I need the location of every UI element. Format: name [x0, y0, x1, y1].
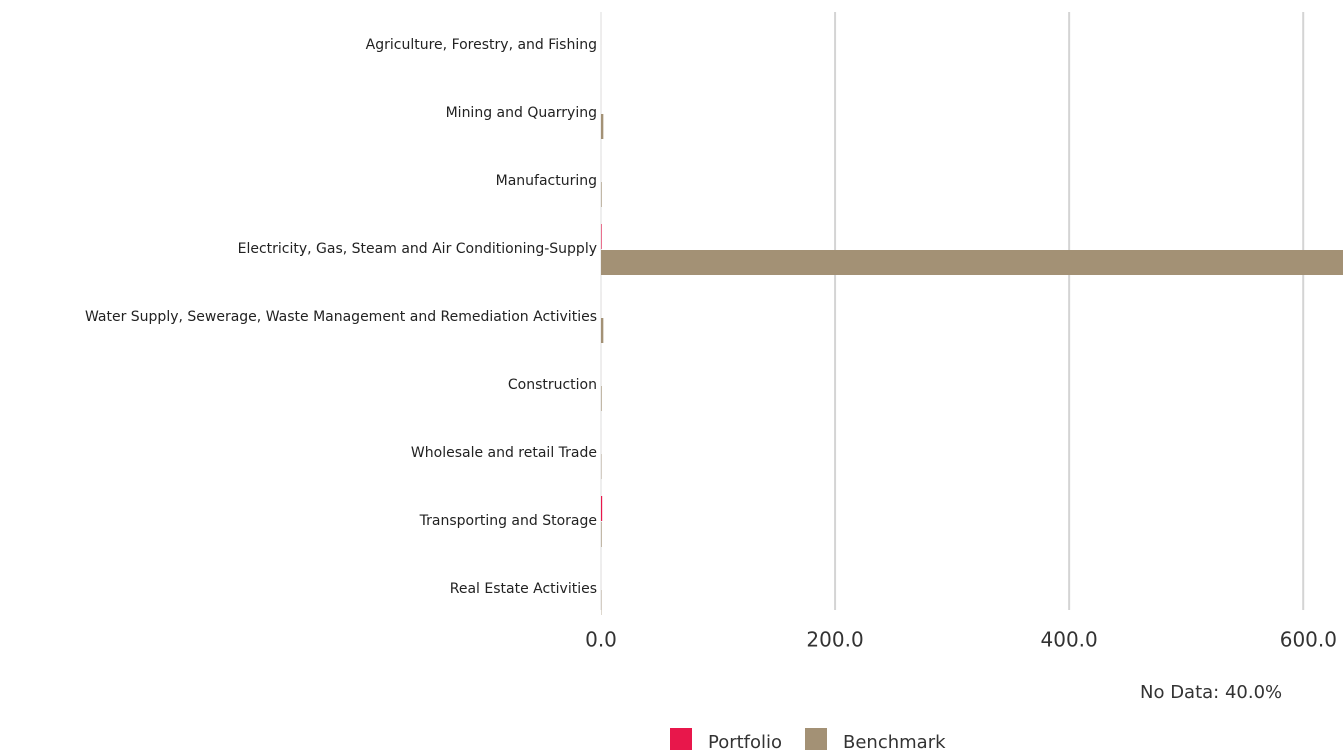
legend-swatch	[670, 728, 692, 750]
x-tick-label: 200.0	[806, 628, 863, 652]
bar	[601, 386, 602, 411]
y-tick-label: Construction	[508, 377, 597, 393]
bar	[601, 318, 604, 343]
legend-label: Benchmark	[843, 732, 946, 752]
bar	[601, 114, 604, 139]
legend-label: Portfolio	[708, 732, 782, 752]
y-tick-label: Manufacturing	[496, 173, 597, 189]
bar	[601, 522, 602, 547]
x-tick-label: 600.0	[1280, 628, 1337, 652]
x-tick-label: 400.0	[1041, 628, 1098, 652]
y-tick-label: Real Estate Activities	[450, 581, 597, 597]
y-tick-label: Water Supply, Sewerage, Waste Management…	[85, 309, 597, 325]
legend-swatch	[805, 728, 827, 750]
bar	[601, 224, 602, 249]
no-data-note: No Data: 40.0%	[1140, 682, 1282, 703]
y-tick-label: Agriculture, Forestry, and Fishing	[366, 37, 597, 53]
bar	[601, 250, 1343, 275]
bar	[601, 496, 603, 521]
bar	[601, 182, 602, 207]
y-tick-label: Wholesale and retail Trade	[411, 445, 597, 461]
y-tick-label: Mining and Quarrying	[446, 105, 597, 121]
y-tick-label: Transporting and Storage	[419, 513, 597, 529]
x-tick-label: 0.0	[585, 628, 617, 652]
y-tick-label: Electricity, Gas, Steam and Air Conditio…	[238, 241, 597, 257]
